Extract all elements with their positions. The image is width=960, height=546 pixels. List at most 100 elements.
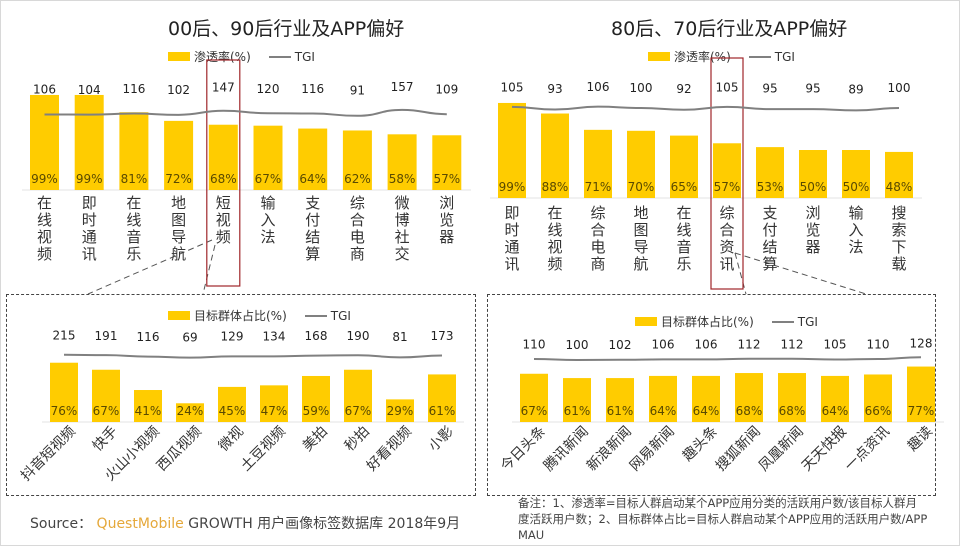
svg-text:120: 120	[257, 82, 280, 96]
svg-text:89: 89	[848, 82, 863, 96]
svg-text:地: 地	[633, 204, 648, 222]
svg-text:音: 音	[126, 228, 141, 246]
chart-title-left: 00后、90后行业及APP偏好	[168, 18, 405, 40]
bar	[92, 369, 120, 422]
svg-text:91: 91	[350, 83, 365, 97]
svg-text:腾讯新闻: 腾讯新闻	[540, 423, 592, 475]
svg-text:61%: 61%	[564, 404, 591, 418]
svg-text:频: 频	[216, 228, 231, 246]
svg-text:入: 入	[260, 211, 275, 229]
svg-text:图: 图	[171, 211, 186, 229]
chart-0: 99%106在线视频99%104即时通讯81%116在线音乐72%102地图导航…	[22, 59, 471, 287]
svg-text:地: 地	[171, 194, 186, 212]
bar	[386, 399, 414, 422]
svg-text:线: 线	[126, 211, 141, 229]
svg-text:通: 通	[82, 228, 97, 246]
svg-text:天天快报: 天天快报	[799, 424, 850, 475]
svg-text:147: 147	[212, 80, 235, 94]
svg-text:西瓜视频: 西瓜视频	[154, 424, 205, 475]
svg-text:法: 法	[848, 238, 863, 256]
svg-text:102: 102	[167, 83, 190, 97]
svg-text:搜狐新闻: 搜狐新闻	[713, 424, 764, 475]
svg-text:线: 线	[676, 221, 691, 239]
legend-bottom-right: 目标群体占比(%) TGI	[635, 313, 818, 330]
svg-text:157: 157	[391, 80, 414, 94]
tgi-line	[63, 353, 443, 359]
bar	[627, 130, 655, 198]
bar	[563, 378, 591, 422]
bar	[342, 130, 372, 190]
svg-text:67%: 67%	[255, 172, 282, 186]
bar	[842, 150, 870, 198]
svg-text:99%: 99%	[499, 180, 526, 194]
svg-text:173: 173	[431, 329, 454, 343]
svg-text:频: 频	[547, 255, 562, 273]
source-line: Source： QuestMobile GROWTH 用户画像标签数据库 201…	[30, 513, 460, 533]
bar-swatch-icon	[168, 52, 190, 61]
svg-text:105: 105	[716, 80, 739, 94]
svg-text:112: 112	[781, 337, 804, 351]
svg-text:100: 100	[888, 81, 911, 95]
svg-text:电: 电	[350, 228, 365, 246]
svg-text:好看视频: 好看视频	[364, 424, 415, 475]
svg-text:乐: 乐	[126, 245, 141, 263]
svg-text:68%: 68%	[779, 404, 806, 418]
bar	[498, 102, 526, 198]
bar	[584, 129, 612, 198]
bar	[520, 373, 548, 422]
svg-text:器: 器	[805, 238, 820, 256]
bar	[253, 125, 283, 190]
svg-text:在: 在	[676, 204, 691, 222]
svg-text:215: 215	[53, 329, 76, 343]
svg-text:70%: 70%	[628, 180, 655, 194]
svg-text:77%: 77%	[908, 404, 935, 418]
bar	[428, 374, 456, 422]
svg-text:93: 93	[547, 82, 562, 96]
bar	[541, 113, 569, 198]
svg-text:小影: 小影	[426, 424, 457, 455]
svg-text:输: 输	[848, 204, 863, 222]
detail-panel-left	[6, 294, 476, 496]
svg-text:趣头条: 趣头条	[679, 423, 721, 465]
svg-text:网易新闻: 网易新闻	[627, 424, 678, 475]
legend-line-label: TGI	[330, 308, 351, 323]
svg-text:搜: 搜	[891, 204, 906, 222]
svg-text:综: 综	[590, 204, 605, 222]
svg-text:时: 时	[82, 211, 97, 229]
svg-text:微: 微	[395, 194, 410, 212]
svg-text:116: 116	[122, 82, 145, 96]
svg-text:100: 100	[630, 81, 653, 95]
tgi-line	[533, 356, 922, 362]
svg-text:在: 在	[126, 194, 141, 212]
svg-text:支: 支	[305, 194, 320, 212]
bar	[50, 362, 78, 422]
svg-text:综: 综	[719, 204, 734, 222]
tgi-line	[511, 105, 900, 112]
legend-bar-label: 目标群体占比(%)	[661, 315, 754, 329]
svg-text:112: 112	[738, 337, 761, 351]
svg-text:乐: 乐	[676, 255, 691, 273]
bar	[670, 135, 698, 198]
svg-text:67%: 67%	[345, 404, 372, 418]
svg-text:50%: 50%	[800, 180, 827, 194]
bar	[692, 375, 720, 422]
bar	[302, 375, 330, 422]
svg-text:算: 算	[305, 245, 320, 263]
bar	[260, 385, 288, 422]
line-swatch-icon	[771, 320, 794, 323]
svg-text:下: 下	[891, 238, 906, 256]
bar	[387, 134, 417, 190]
bar	[606, 378, 634, 422]
svg-text:美拍: 美拍	[300, 424, 331, 455]
svg-text:67%: 67%	[521, 404, 548, 418]
svg-text:在: 在	[547, 204, 562, 222]
svg-text:106: 106	[695, 338, 718, 352]
svg-text:讯: 讯	[504, 255, 519, 273]
callout-lines	[87, 239, 867, 295]
footnote: 备注：1、渗透率=目标人群启动某个APP应用分类的活跃用户数/该目标人群月度活跃…	[518, 496, 928, 542]
svg-text:索: 索	[891, 221, 906, 239]
legend-bar-label: 目标群体占比(%)	[194, 309, 287, 323]
bar	[344, 369, 372, 422]
svg-text:95: 95	[805, 82, 820, 96]
